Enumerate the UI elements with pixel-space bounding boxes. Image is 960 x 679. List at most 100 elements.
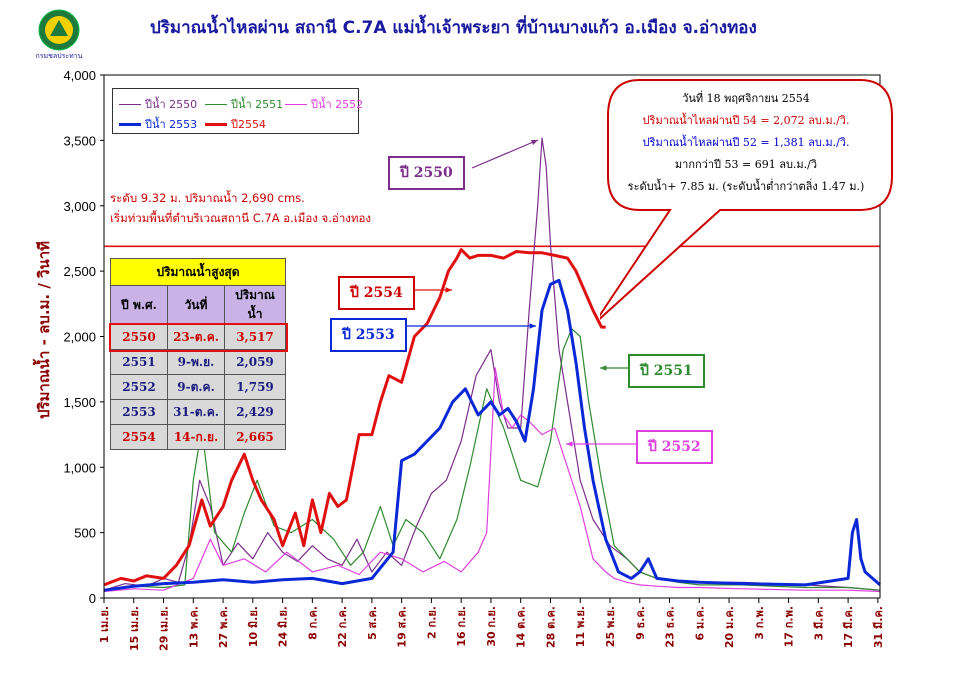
x-tick-label: 19 ส.ค. <box>396 606 409 648</box>
arrow-2551-head <box>600 365 607 371</box>
max-flow-table: ปริมาณน้ำสูงสุด ปี พ.ศ. วันที่ ปริมาณน้ำ… <box>108 258 288 450</box>
legend-item-2551: ปีน้ำ 2551 <box>205 95 283 113</box>
x-tick-label: 11 พ.ย. <box>574 606 587 647</box>
table-cell: 2551 <box>110 349 168 375</box>
arrow-2550 <box>471 139 539 169</box>
legend-item-2554: ปี2554 <box>205 115 266 133</box>
y-tick-label: 2,500 <box>63 264 96 279</box>
x-tick-label: 27 พ.ค. <box>217 606 230 648</box>
table-cell: 9-พ.ย. <box>167 349 225 375</box>
table-cell: 2,665 <box>224 424 286 450</box>
info-line-3: ปริมาณน้ำไหลผ่านปี 52 = 1,381 ลบ.ม./วิ. <box>642 136 850 149</box>
callout-2553: ปี 2553 <box>330 318 407 352</box>
callout-arrows <box>402 139 636 447</box>
logo-text: กรมชลประทาน <box>36 52 83 60</box>
max-table-title: ปริมาณน้ำสูงสุด <box>110 258 286 286</box>
info-box: วันที่ 18 พฤศจิกายน 2554 ปริมาณน้ำไหลผ่า… <box>612 80 880 210</box>
max-table-header: วันที่ <box>167 285 225 325</box>
x-tick-label: 25 พ.ย. <box>604 606 617 647</box>
table-cell: 14-ก.ย. <box>167 424 225 450</box>
callout-2552: ปี 2552 <box>636 430 713 464</box>
table-cell: 9-ต.ค. <box>167 374 225 400</box>
flood-note-line-2: เริ่มท่วมพื้นที่ตำบริเวณสถานี C.7A อ.เมื… <box>110 211 371 225</box>
table-cell: 2552 <box>110 374 168 400</box>
x-tick-label: 29 เม.ย. <box>158 606 171 651</box>
arrow-2554-head <box>445 287 452 293</box>
info-line-5: ระดับน้ำ+ 7.85 ม. (ระดับน้ำต่ำกว่าตลิ่ง … <box>627 180 865 193</box>
arrow-2550-head <box>531 140 538 146</box>
page-title: ปริมาณน้ำไหลผ่าน สถานี C.7A แม่น้ำเจ้าพร… <box>150 18 757 38</box>
callout-2550: ปี 2550 <box>388 156 465 190</box>
info-line-4: มากกว่าปี 53 = 691 ลบ.ม./วิ <box>674 158 818 171</box>
series-layer <box>103 137 881 593</box>
table-row: 2553 31-ต.ค. 2,429 <box>110 399 286 425</box>
x-tick-label: 2 ก.ย. <box>425 606 438 639</box>
callout-2551: ปี 2551 <box>628 354 705 388</box>
table-cell: 2,059 <box>224 349 286 375</box>
series-line-ปีน้ำ-2553 <box>103 278 881 592</box>
plot-frame <box>103 74 881 599</box>
legend-item-2550: ปีน้ำ 2550 <box>119 95 197 113</box>
x-tick-label: 8 ก.ค. <box>306 606 319 640</box>
info-box-bubble <box>600 79 893 320</box>
arrow-2552-head <box>566 441 573 447</box>
x-tick-label: 1 เม.ย. <box>98 606 111 643</box>
legend-item-2552: ปีน้ำ 2552 <box>285 95 363 113</box>
table-cell: 2,429 <box>224 399 286 425</box>
legend: ปีน้ำ 2550 ปีน้ำ 2551 ปีน้ำ 2552 ปีน้ำ 2… <box>112 88 363 134</box>
table-cell: 2550 <box>110 324 168 350</box>
y-axis-ticks: 0 500 1,000 1,500 2,000 2,500 3,000 3,500 4,000 <box>63 68 96 606</box>
x-tick-label: 10 มิ.ย. <box>247 606 260 647</box>
x-tick-label: 17 มี.ค. <box>842 606 855 648</box>
x-tick-label: 20 ม.ค. <box>723 606 736 648</box>
x-tick-label: 3 มี.ค. <box>812 606 825 640</box>
table-cell: 3,517 <box>224 324 286 350</box>
table-cell: 2553 <box>110 399 168 425</box>
info-line-2: ปริมาณน้ำไหลผ่านปี 54 = 2,072 ลบ.ม./วิ. <box>642 114 850 127</box>
y-tick-label: 1,000 <box>63 460 96 475</box>
flood-note: ระดับ 9.32 ม. ปริมาณน้ำ 2,690 cms. เริ่ม… <box>110 188 371 228</box>
table-row: 2552 9-ต.ค. 1,759 <box>110 374 286 400</box>
table-cell: 31-ต.ค. <box>167 399 225 425</box>
flood-note-line-1: ระดับ 9.32 ม. ปริมาณน้ำ 2,690 cms. <box>110 191 305 205</box>
x-tick-label: 22 ก.ค. <box>336 606 349 648</box>
table-row: 2551 9-พ.ย. 2,059 <box>110 349 286 375</box>
grid <box>100 74 879 603</box>
y-tick-label: 1,500 <box>63 395 96 410</box>
x-tick-label: 23 ธ.ค. <box>664 606 677 648</box>
x-tick-label: 14 ต.ค. <box>515 606 528 648</box>
x-tick-label: 31 มี.ค. <box>872 606 885 648</box>
series-line-ปี2554 <box>103 248 606 587</box>
y-tick-label: 3,500 <box>63 133 96 148</box>
x-tick-label: 6 ม.ค. <box>693 606 706 640</box>
y-tick-label: 4,000 <box>63 68 96 83</box>
x-tick-label: 24 มิ.ย. <box>277 606 290 647</box>
callout-2554: ปี 2554 <box>338 276 415 310</box>
max-table-header: ปี พ.ศ. <box>110 285 168 325</box>
y-axis-label: ปริมาณน้ำ - ลบ.ม. / วินาที <box>35 240 53 420</box>
x-tick-label: 28 ต.ค. <box>544 606 557 648</box>
x-tick-label: 16 ก.ย. <box>455 606 468 647</box>
x-tick-label: 17 ก.พ. <box>783 606 796 647</box>
x-tick-label: 5 ส.ค. <box>366 606 379 640</box>
info-line-1: วันที่ 18 พฤศจิกายน 2554 <box>682 92 810 105</box>
logo-icon: กรมชลประทาน <box>36 9 83 60</box>
table-row: 2550 23-ต.ค. 3,517 <box>108 322 288 352</box>
table-cell: 1,759 <box>224 374 286 400</box>
table-cell: 2554 <box>110 424 168 450</box>
x-axis-ticks: 1 เม.ย. 15 เม.ย. 29 เม.ย. 13 พ.ค. 27 พ.ค. 10 … <box>98 606 885 651</box>
max-table-header: ปริมาณน้ำ <box>224 285 286 325</box>
x-tick-label: 30 ก.ย. <box>485 606 498 647</box>
y-tick-label: 0 <box>89 591 96 606</box>
x-tick-label: 3 ก.พ. <box>753 606 766 640</box>
x-tick-label: 15 เม.ย. <box>128 606 141 651</box>
y-tick-label: 2,000 <box>63 330 96 345</box>
y-tick-label: 3,000 <box>63 199 96 214</box>
y-tick-label: 500 <box>74 526 96 541</box>
legend-item-2553: ปีน้ำ 2553 <box>119 115 197 133</box>
arrow-2553-head <box>529 323 536 329</box>
table-cell: 23-ต.ค. <box>167 324 225 350</box>
x-tick-label: 9 ธ.ค. <box>634 606 647 640</box>
x-tick-label: 13 พ.ค. <box>187 606 200 648</box>
series-line-ปีน้ำ-2552 <box>103 367 881 593</box>
